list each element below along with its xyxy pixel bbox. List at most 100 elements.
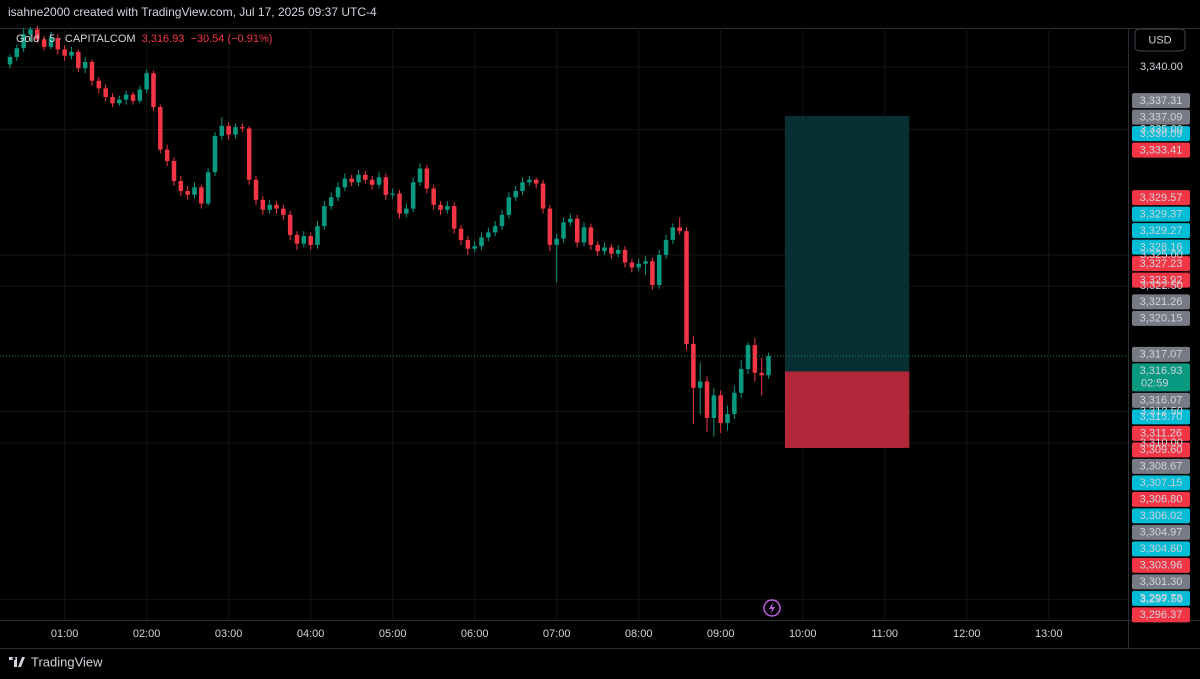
x-tick-label: 04:00 (297, 628, 325, 640)
price-tag-label: 3,329.37 (1140, 208, 1183, 220)
price-tag-label: 3,296.37 (1140, 609, 1183, 621)
candle-body (574, 218, 580, 243)
price-tag-label: 3,303.96 (1140, 560, 1183, 572)
candle-body (650, 261, 655, 286)
candle-body (643, 261, 648, 264)
candle-body (349, 178, 354, 183)
price-tag-label: 3,321.26 (1140, 296, 1183, 308)
candle-body (472, 246, 477, 249)
countdown: 02:59 (1141, 378, 1169, 390)
candle-body (465, 239, 471, 249)
candle-body (533, 179, 539, 184)
candle-body (670, 227, 676, 240)
candle-body (622, 249, 628, 263)
x-tick-label: 01:00 (51, 628, 79, 640)
price-tag (1132, 190, 1190, 206)
price-tag (1132, 409, 1190, 425)
candle-body (397, 193, 402, 214)
candle-body (691, 343, 696, 388)
candle-body (335, 187, 341, 198)
price-tag (1132, 541, 1190, 557)
currency[interactable]: USD (1148, 34, 1171, 46)
candle-body (684, 231, 689, 344)
candle-body (233, 127, 238, 135)
candle-body (267, 204, 272, 210)
legend-part: 3,316.93 (142, 33, 185, 45)
candle-body (486, 232, 491, 238)
candle-body (89, 61, 95, 81)
y-tick-label: 3,335.00 (1140, 124, 1183, 136)
candle-body (137, 89, 143, 101)
candle-body (158, 107, 163, 150)
x-tick-label: 03:00 (215, 628, 243, 640)
candle-body (745, 345, 751, 369)
x-tick-label: 10:00 (789, 628, 817, 640)
candle-body (144, 73, 149, 90)
price-tag (1132, 475, 1190, 491)
y-tick-label: 3,325.00 (1140, 249, 1183, 261)
candle-body (520, 182, 525, 192)
stop-zone (784, 371, 910, 448)
price-tag-label: 3,320.15 (1140, 313, 1183, 325)
legend-part: Gold · 5 · CAPITALCOM (16, 33, 136, 45)
candle-body (492, 226, 498, 233)
candle-body (240, 127, 245, 129)
candle-body (21, 34, 26, 49)
price-tag (1132, 142, 1190, 158)
symbol-legend: Gold · 5 · CAPITALCOM 3,316.93 −30.54 (−0.… (16, 33, 272, 45)
candle-body (151, 73, 156, 108)
candle-body (725, 414, 730, 423)
x-tick-label: 02:00 (133, 628, 161, 640)
tv-logo (9, 657, 25, 667)
price-tag (1132, 239, 1190, 255)
x-tick-label: 05:00 (379, 628, 407, 640)
target-zone (784, 115, 910, 372)
candle-body (732, 392, 737, 415)
candle-body (513, 191, 518, 198)
candle-body (615, 249, 621, 254)
candle-body (499, 214, 505, 227)
x-tick-label: 09:00 (707, 628, 735, 640)
currency-button[interactable] (1134, 28, 1186, 52)
price-tag (1132, 294, 1190, 310)
candle-body (212, 135, 218, 173)
candle-body (192, 187, 197, 195)
candle-body (308, 236, 313, 245)
candle-body (588, 227, 594, 245)
candle-body (294, 234, 300, 244)
candle-body (609, 247, 614, 254)
price-tag-label: 3,301.30 (1140, 576, 1183, 588)
candle-body (369, 179, 375, 185)
alert-icon[interactable] (763, 599, 781, 617)
price-tag (1132, 206, 1190, 222)
candle-body (527, 179, 532, 183)
candle-body (568, 218, 573, 223)
y-tick-label: 3,310.00 (1140, 437, 1183, 449)
price-tag-label: 3,304.97 (1140, 527, 1183, 539)
candle-body (281, 208, 286, 215)
candle-body (656, 254, 662, 286)
price-tag-label: 3,304.60 (1140, 543, 1183, 555)
candle-body (636, 263, 641, 268)
legend-part: −30.54 (−0.91%) (190, 33, 272, 45)
candle-body (110, 97, 115, 104)
price-tag-label: 3,311.26 (1140, 428, 1182, 440)
price-tag (1132, 607, 1190, 623)
candle-body (356, 174, 361, 183)
candle-body (55, 38, 61, 50)
candle-body (219, 125, 225, 136)
candle-body (479, 237, 484, 247)
price-tag-label: 3,337.31 (1140, 95, 1183, 107)
candle-body (164, 149, 170, 161)
header: isahne2000 created with TradingView.com,… (8, 5, 377, 19)
candle-body (82, 61, 88, 69)
price-tag (1132, 310, 1190, 326)
candle-body (581, 227, 587, 243)
candle-body (554, 238, 559, 245)
price-tag-label: 3,306.80 (1140, 494, 1183, 506)
price-tag (1132, 425, 1190, 441)
price-tag-label: 3,329.27 (1140, 225, 1183, 237)
price-tag (1132, 109, 1190, 125)
